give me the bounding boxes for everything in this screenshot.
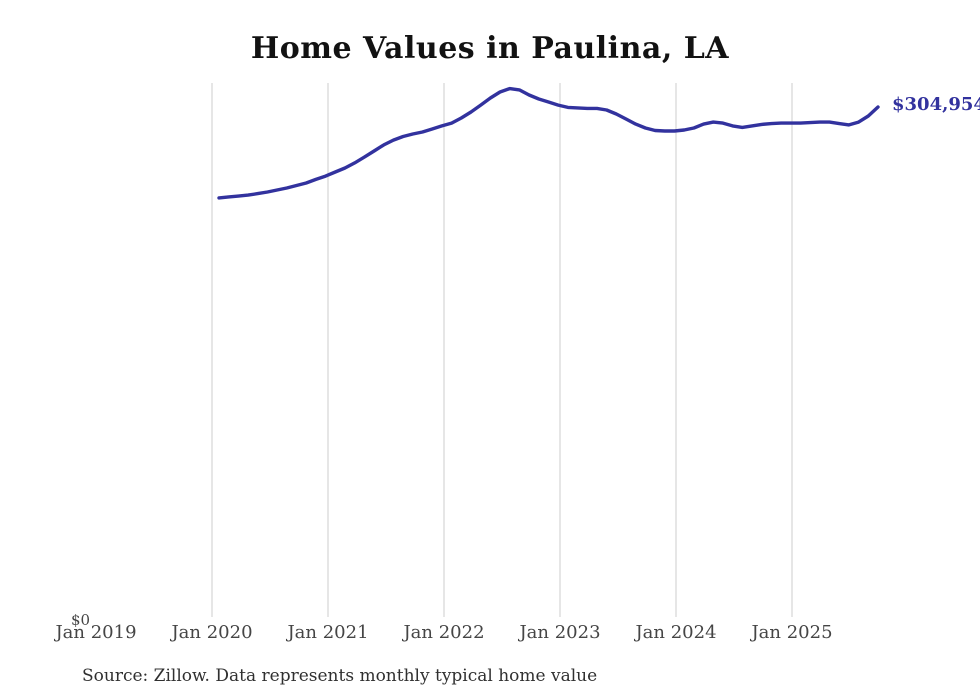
x-axis-tick-label: Jan 2024 xyxy=(635,622,717,643)
x-axis-tick-label: Jan 2021 xyxy=(287,622,369,643)
x-axis-tick-label: Jan 2022 xyxy=(403,622,485,643)
end-value-label: $304,954 xyxy=(892,94,980,115)
x-axis-tick-label: Jan 2023 xyxy=(519,622,601,643)
source-note: Source: Zillow. Data represents monthly … xyxy=(82,666,598,686)
gridlines xyxy=(211,83,793,617)
y-axis-zero-label: $0 xyxy=(71,611,91,629)
chart-title: Home Values in Paulina, LA xyxy=(250,31,730,66)
x-axis-tick-label: Jan 2019 xyxy=(55,622,137,643)
home-value-line xyxy=(217,86,880,200)
x-axis-tick-label: Jan 2020 xyxy=(171,622,253,643)
x-axis-tick-label: Jan 2025 xyxy=(751,622,833,643)
